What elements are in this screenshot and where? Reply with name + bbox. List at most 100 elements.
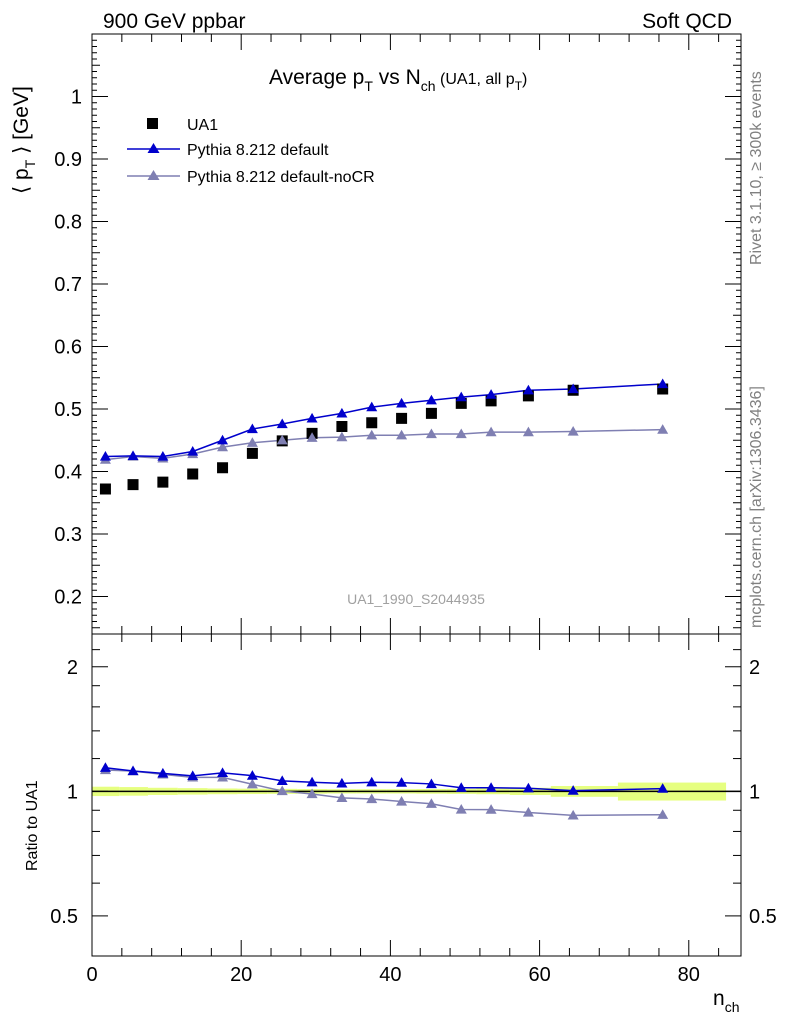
ratio-point-pythia-default (425, 778, 437, 789)
data-point-ua1 (127, 479, 139, 491)
data-point-pythia-default (187, 446, 199, 456)
ratio-point-pythia-nocr (657, 809, 669, 819)
legend-label-pythia-nocr: Pythia 8.212 default-noCR (187, 169, 375, 186)
x-tick-label: 20 (230, 964, 252, 986)
ratio-y-tick-label-left: 2 (67, 657, 78, 679)
data-point-ua1 (157, 476, 169, 488)
ratio-point-pythia-nocr (336, 792, 348, 803)
ratio-point-pythia-default (567, 785, 579, 795)
data-point-pythia-default (306, 412, 318, 423)
data-point-pythia-default (455, 391, 467, 402)
legend-entry-pythia-default: Pythia 8.212 default (127, 142, 329, 159)
ratio-marks (92, 762, 741, 820)
ratio-panel: 0.5 0.5 1 1 2 2 0 20 40 60 80 Ratio to UA1 nch (24, 633, 777, 1015)
data-point-ua1 (522, 390, 534, 402)
ratio-y-tick-label-left: 1 (67, 781, 78, 803)
header-right: Soft QCD (642, 10, 732, 33)
data-point-pythia-default (217, 434, 229, 445)
y-tick-label: 0.6 (54, 337, 82, 359)
title-vs: vs N (373, 66, 421, 89)
data-point-pythia-default (127, 450, 139, 460)
data-point-ua1 (366, 417, 378, 429)
ratio-y-axis: 0.5 0.5 1 1 2 2 (50, 649, 777, 928)
ratio-y-tick-label-left: 0.5 (50, 906, 78, 928)
title-paren: (UA1, all p (436, 71, 515, 88)
data-point-pythia-default (485, 389, 497, 399)
ratio-point-pythia-default (396, 777, 408, 787)
ratio-point-pythia-nocr (522, 806, 534, 817)
ylabel-close: ⟩ [GeV] (10, 86, 33, 160)
data-point-ua1 (485, 395, 497, 407)
x-tick-label: 0 (86, 964, 97, 986)
main-x-axis (91, 34, 720, 634)
title-paren-sub: T (515, 79, 523, 93)
data-point-pythia-nocr (366, 429, 378, 440)
legend-marker-square (147, 118, 158, 129)
x-tick-label: 40 (379, 964, 401, 986)
xlabel-main: n (713, 987, 725, 1010)
series-line-pythia-default (105, 383, 663, 458)
x-axis-label: nch (713, 987, 739, 1015)
ratio-point-pythia-nocr (567, 809, 579, 820)
data-point-pythia-nocr (306, 432, 318, 442)
title-paren-end: ) (522, 71, 527, 88)
data-point-pythia-nocr (396, 429, 408, 440)
legend-entry-ua1: UA1 (147, 117, 218, 134)
ratio-point-pythia-default (127, 765, 139, 776)
ratio-point-pythia-nocr (455, 803, 467, 814)
ratio-point-pythia-nocr (485, 804, 497, 814)
y-tick-label: 0.7 (54, 274, 82, 296)
ratio-point-pythia-default (336, 777, 348, 788)
x-tick-label: 80 (678, 964, 700, 986)
data-point-ua1 (187, 468, 199, 480)
y-tick-label: 0.8 (54, 212, 82, 234)
analysis-watermark: UA1_1990_S2044935 (347, 591, 485, 607)
ratio-point-pythia-nocr (396, 795, 408, 806)
data-point-pythia-default (246, 423, 258, 434)
data-point-pythia-nocr (657, 424, 669, 434)
main-panel: 0.20.30.40.50.60.70.80.91 Average pT vs … (10, 33, 742, 635)
data-point-ua1 (657, 383, 669, 395)
ratio-point-pythia-nocr (246, 778, 258, 789)
data-point-pythia-default (99, 451, 111, 461)
ratio-point-pythia-nocr (276, 785, 288, 796)
data-point-ua1 (425, 407, 437, 419)
y-tick-label: 1 (71, 87, 82, 109)
title-main: Average p (269, 66, 364, 89)
main-y-axis: 0.2 0.3 0.4 0.5 0.6 0.7 0.8 0.9 1 (54, 33, 741, 629)
ratio-y-axis-label: Ratio to UA1 (24, 780, 41, 871)
legend: UA1 Pythia 8.212 default Pythia 8.212 de… (127, 117, 375, 186)
legend-label-pythia-default: Pythia 8.212 default (187, 142, 329, 159)
main-y-axis-label: ⟨ pT ⟩ [GeV] (10, 86, 38, 194)
data-point-pythia-default (157, 451, 169, 461)
ratio-point-pythia-nocr (366, 793, 378, 804)
data-point-pythia-nocr (485, 426, 497, 437)
data-point-pythia-default (567, 383, 579, 394)
ratio-point-pythia-nocr (306, 788, 318, 799)
y-tick-label: 0.4 (54, 462, 82, 484)
data-point-pythia-default (657, 378, 669, 389)
data-point-pythia-nocr (276, 434, 288, 445)
data-point-pythia-default (425, 394, 437, 405)
ratio-point-pythia-default (246, 770, 258, 780)
data-point-ua1 (246, 447, 258, 459)
ylabel-sub: T (22, 159, 38, 168)
ratio-point-pythia-default (99, 762, 111, 772)
data-point-ua1 (336, 421, 348, 432)
data-point-pythia-default (276, 418, 288, 429)
x-tick-label: 60 (528, 964, 550, 986)
ratio-y-tick-label-right: 2 (749, 657, 760, 679)
ratio-point-pythia-nocr (425, 798, 437, 808)
ratio-y-tick-label-right: 1 (749, 781, 760, 803)
side-rivet-label: Rivet 3.1.10, ≥ 300k events (748, 71, 765, 265)
ylabel-open: ⟨ p (10, 168, 33, 194)
ratio-point-pythia-default (217, 767, 229, 778)
ratio-point-pythia-default (306, 776, 318, 787)
data-point-ua1 (455, 397, 467, 409)
ratio-point-pythia-default (366, 776, 378, 787)
data-point-pythia-nocr (246, 437, 258, 447)
ratio-point-pythia-default (485, 782, 497, 792)
data-point-pythia-nocr (567, 426, 579, 436)
y-tick-label: 0.5 (54, 399, 82, 421)
